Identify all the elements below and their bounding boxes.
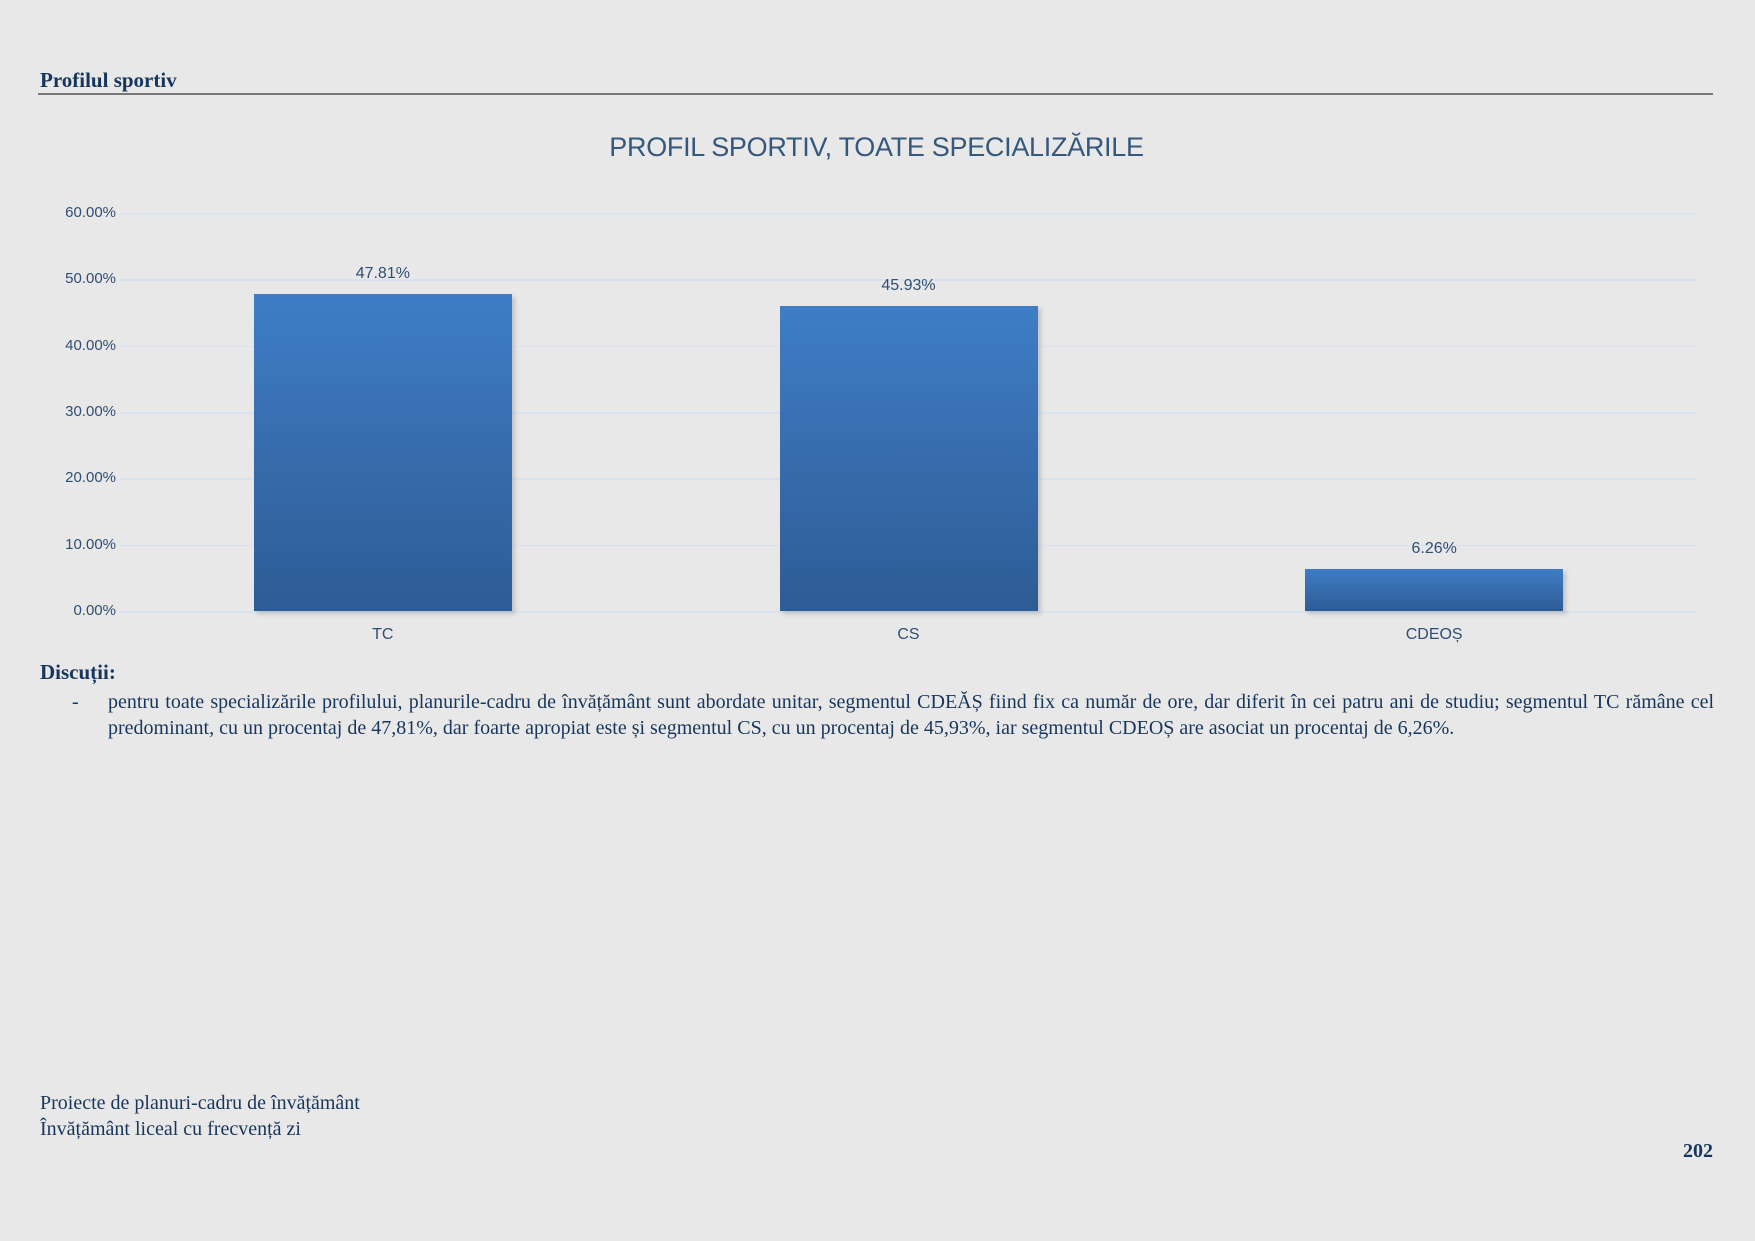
bar-data-label: 6.26% [1411, 540, 1457, 558]
bar-data-label: 45.93% [881, 277, 936, 295]
chart-bar-3 [1305, 569, 1564, 611]
footer-line-2: Învățământ liceal cu frecvență zi [40, 1118, 301, 1140]
y-axis-tick-label: 60.00% [65, 204, 116, 221]
discussion-text: pentru toate specializările profilului, … [108, 691, 1714, 739]
y-axis-tick-label: 40.00% [65, 336, 116, 354]
chart-bar-2 [779, 306, 1038, 611]
bar-data-label: 47.81% [355, 264, 410, 282]
y-axis-tick-label: 0.00% [73, 602, 116, 619]
y-axis-tick-label: 20.00% [65, 469, 116, 487]
footer-line-1: Proiecte de planuri-cadru de învățământ [40, 1092, 360, 1114]
x-axis-category-label: TC [372, 626, 394, 643]
discussion-heading: Discuții: [40, 660, 116, 684]
y-axis-tick-label: 30.00% [65, 403, 116, 420]
chart-gridline [120, 213, 1697, 215]
x-axis-category-label: CS [897, 626, 920, 643]
x-axis-category-label: CDEOȘ [1405, 626, 1463, 643]
y-axis-tick-label: 10.00% [65, 535, 116, 553]
chart-gridline [120, 279, 1697, 281]
chart-bar-1 [253, 293, 512, 611]
chart-gridline [120, 611, 1697, 613]
chart-title: PROFIL SPORTIV, TOATE SPECIALIZĂRILE [609, 132, 1144, 162]
page-title: Profilul sportiv [40, 68, 177, 92]
page-number: 202 [1683, 1140, 1713, 1162]
bullet-dash: - [72, 691, 79, 713]
y-axis-tick-label: 50.00% [65, 270, 116, 288]
header-rule [38, 93, 1713, 95]
